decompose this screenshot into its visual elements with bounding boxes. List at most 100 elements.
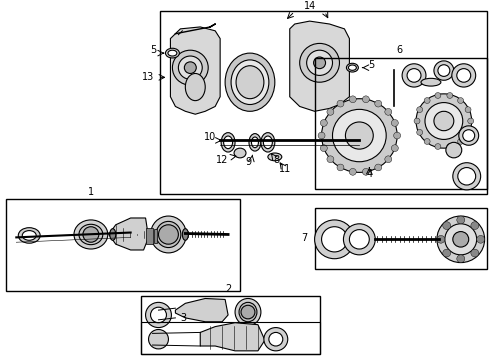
Circle shape	[438, 65, 450, 76]
Ellipse shape	[110, 229, 116, 240]
Circle shape	[425, 103, 463, 139]
Ellipse shape	[346, 63, 358, 72]
Bar	[141, 296, 319, 354]
Text: 14: 14	[303, 1, 316, 10]
Polygon shape	[200, 323, 265, 351]
Circle shape	[435, 144, 441, 149]
Circle shape	[314, 57, 325, 69]
Circle shape	[446, 142, 462, 158]
Circle shape	[465, 130, 471, 135]
Circle shape	[458, 139, 464, 144]
Ellipse shape	[182, 229, 188, 240]
Circle shape	[375, 164, 382, 171]
Circle shape	[443, 222, 451, 229]
Circle shape	[424, 139, 430, 144]
Circle shape	[363, 168, 369, 175]
Polygon shape	[109, 218, 148, 250]
Circle shape	[349, 230, 369, 249]
Circle shape	[375, 100, 382, 107]
Circle shape	[345, 122, 373, 149]
Circle shape	[445, 224, 477, 255]
Circle shape	[416, 107, 423, 113]
Ellipse shape	[79, 224, 103, 245]
Circle shape	[327, 108, 334, 115]
Circle shape	[184, 62, 196, 73]
Circle shape	[150, 307, 167, 323]
Circle shape	[337, 164, 344, 171]
Ellipse shape	[236, 66, 264, 99]
Circle shape	[424, 98, 430, 103]
Text: 8: 8	[274, 155, 280, 165]
Circle shape	[434, 111, 454, 131]
Circle shape	[363, 96, 369, 103]
Circle shape	[318, 132, 325, 139]
Circle shape	[333, 109, 386, 162]
Circle shape	[178, 56, 202, 79]
Ellipse shape	[168, 50, 177, 56]
Ellipse shape	[268, 153, 282, 161]
Polygon shape	[171, 27, 220, 114]
Circle shape	[402, 64, 426, 87]
Circle shape	[452, 64, 476, 87]
Bar	[315, 58, 487, 189]
Ellipse shape	[239, 302, 257, 322]
Ellipse shape	[261, 132, 275, 152]
Circle shape	[457, 255, 465, 262]
Bar	[315, 208, 487, 269]
Circle shape	[241, 305, 255, 319]
Ellipse shape	[225, 53, 275, 111]
Text: 1: 1	[88, 187, 94, 197]
Circle shape	[457, 216, 465, 224]
Circle shape	[447, 144, 453, 149]
Bar	[6, 199, 240, 291]
Circle shape	[320, 145, 327, 152]
Text: 9: 9	[245, 157, 251, 167]
Circle shape	[477, 235, 485, 243]
Ellipse shape	[221, 132, 235, 152]
Circle shape	[458, 98, 464, 103]
Ellipse shape	[421, 78, 441, 86]
Circle shape	[337, 100, 344, 107]
Ellipse shape	[264, 136, 272, 149]
Circle shape	[468, 118, 474, 124]
Ellipse shape	[22, 231, 36, 240]
Ellipse shape	[18, 228, 40, 243]
Ellipse shape	[156, 221, 181, 248]
Circle shape	[459, 126, 479, 145]
Text: 12: 12	[216, 155, 228, 165]
Text: 5: 5	[150, 45, 157, 55]
Circle shape	[392, 145, 398, 152]
Text: 11: 11	[279, 165, 291, 175]
Circle shape	[385, 156, 392, 163]
Bar	[161, 12, 487, 194]
Bar	[153, 229, 157, 243]
Circle shape	[416, 130, 423, 135]
Circle shape	[83, 227, 99, 242]
Circle shape	[359, 143, 379, 163]
Circle shape	[453, 231, 469, 247]
Circle shape	[443, 249, 451, 257]
Circle shape	[321, 99, 397, 172]
Circle shape	[465, 107, 471, 113]
Ellipse shape	[185, 73, 205, 101]
Circle shape	[158, 225, 178, 244]
Circle shape	[414, 118, 420, 124]
Text: 13: 13	[143, 72, 155, 82]
Circle shape	[407, 69, 421, 82]
Circle shape	[327, 156, 334, 163]
Circle shape	[146, 302, 172, 328]
Circle shape	[471, 249, 479, 257]
Circle shape	[458, 167, 476, 185]
Text: 6: 6	[396, 45, 402, 55]
Ellipse shape	[74, 220, 108, 249]
Circle shape	[392, 120, 398, 126]
Circle shape	[321, 227, 347, 252]
Text: 10: 10	[204, 132, 216, 143]
Ellipse shape	[166, 48, 179, 58]
Polygon shape	[290, 21, 349, 111]
Circle shape	[148, 329, 169, 349]
Circle shape	[447, 93, 453, 98]
Circle shape	[264, 328, 288, 351]
Ellipse shape	[223, 136, 233, 149]
Ellipse shape	[231, 60, 269, 104]
